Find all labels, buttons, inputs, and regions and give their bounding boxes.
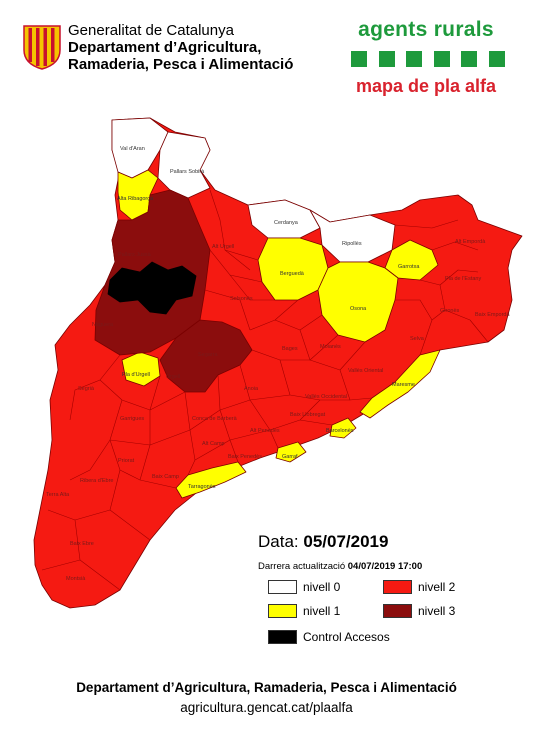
label-baix-ebre: Baix Ebre: [70, 541, 94, 547]
footer-department: Departament d’Agricultura, Ramaderia, Pe…: [76, 680, 457, 695]
label-osona: Osona: [350, 306, 367, 312]
label-baix-emporda: Baix Empordà: [475, 312, 510, 318]
label-baix-penedes: Baix Penedès: [228, 454, 262, 460]
control-accesos-zone: [107, 261, 197, 315]
update-value: 04/07/2019 17:00: [347, 561, 423, 572]
label-val-d-aran: Val d'Aran: [120, 146, 145, 152]
catalonia-map: Val d'Aran Pallars Sobirà Alta Ribagorça…: [33, 117, 523, 609]
legend-label: nivell 1: [303, 604, 341, 618]
update-line: Darrera actualització 04/07/2019 17:00: [258, 561, 518, 572]
label-segarra: Segarra: [198, 352, 219, 358]
region-cerdanya: [247, 199, 321, 239]
brand-square: [378, 51, 395, 67]
date-label: Data:: [258, 532, 299, 551]
brand-subtitle: mapa de pla alfa: [355, 76, 497, 96]
label-pla-de-l-estany: Pla de l'Estany: [445, 276, 481, 282]
legend-item-nivell-2: nivell 2: [383, 580, 455, 594]
region-osona: [317, 261, 399, 343]
label-pla-d-urgell: Pla d'Urgell: [122, 372, 150, 378]
label-garraf: Garraf: [282, 454, 298, 460]
brand-title: agents rurals: [358, 18, 494, 41]
label-moianes: Moianès: [320, 344, 341, 350]
label-segria: Segrià: [78, 386, 95, 392]
label-tarragones: Tarragonès: [188, 484, 216, 490]
date-line: Data: 05/07/2019: [258, 532, 518, 552]
label-ribera-d-ebre: Ribera d'Ebre: [80, 478, 113, 484]
footer: Departament d’Agricultura, Ramaderia, Pe…: [0, 680, 533, 715]
legend-label: nivell 3: [418, 604, 456, 618]
label-solsones: Solsonès: [230, 296, 253, 302]
legend-item-nivell-1: nivell 1: [268, 604, 340, 618]
header: Generalitat de Catalunya Departament d’A…: [0, 0, 533, 110]
label-selva: Selva: [410, 336, 425, 342]
generalitat-text: Generalitat de Catalunya Departament d’A…: [68, 22, 293, 73]
label-alt-camp: Alt Camp: [202, 441, 225, 447]
label-priorat: Priorat: [118, 458, 135, 464]
label-barcelones: Barcelonès: [326, 428, 354, 434]
label-alt-emporda: Alt Empordà: [455, 239, 486, 245]
organization-name: Generalitat de Catalunya: [68, 22, 234, 39]
brand-square: [433, 51, 450, 67]
legend-item-nivell-3: nivell 3: [383, 604, 455, 618]
footer-url: agricultura.gencat.cat/plaalfa: [180, 700, 353, 715]
label-cerdanya: Cerdanya: [274, 220, 299, 226]
label-pallars-jussa: Pallars Jussà: [118, 252, 152, 258]
legend-swatch: [268, 604, 297, 618]
legend-label: Control Accesos: [303, 630, 390, 644]
update-label: Darrera actualització: [258, 561, 346, 572]
legend-swatch: [268, 630, 297, 644]
label-urgell: Urgell: [166, 374, 180, 380]
legend-label: nivell 0: [303, 580, 341, 594]
label-bergueda: Berguedà: [280, 271, 305, 277]
label-maresme: Maresme: [392, 382, 415, 388]
brand-squares: [351, 51, 505, 67]
brand-square: [351, 51, 367, 67]
legend-item-control-accesos: Control Accesos: [268, 630, 390, 644]
label-ripolles: Ripollès: [342, 241, 362, 247]
legend-item-nivell-0: nivell 0: [268, 580, 340, 594]
label-conca-de-barbera: Conca de Barberà: [192, 416, 238, 422]
label-alta-ribagorca: Alta Ribagorça: [117, 196, 154, 202]
label-terra-alta: Terra Alta: [46, 492, 70, 498]
brand-square: [488, 51, 505, 67]
region-ripolles: [309, 209, 396, 263]
label-alt-urgell: Alt Urgell: [212, 244, 234, 250]
region-tarragones: [175, 461, 247, 499]
label-valles-occidental: Vallès Occidental: [305, 394, 347, 400]
label-alt-penedes: Alt Penedès: [250, 428, 280, 434]
label-garrigues: Garrigues: [120, 416, 144, 422]
label-baix-llobregat: Baix Llobregat: [290, 412, 326, 418]
legend-swatch: [383, 604, 412, 618]
region-urgell-segarra: [159, 319, 253, 393]
department-line-1: Departament d’Agricultura,: [68, 39, 262, 56]
generalitat-logo-icon: [23, 25, 61, 70]
region-pallars-sobira: [157, 131, 211, 199]
region-barcelones: [329, 417, 357, 439]
agents-rurals-brand: agents rurals mapa de pla alfa: [341, 18, 511, 97]
label-noguera: Noguera: [92, 322, 114, 328]
info-panel: Data: 05/07/2019 Darrera actualització 0…: [258, 532, 518, 572]
label-pallars-sobira: Pallars Sobirà: [170, 169, 205, 175]
label-anoia: Anoia: [244, 386, 259, 392]
region-garraf: [275, 441, 307, 463]
legend-swatch: [383, 580, 412, 594]
label-montsia: Montsià: [66, 576, 86, 582]
label-bages: Bages: [282, 346, 298, 352]
legend-swatch: [268, 580, 297, 594]
brand-square: [406, 51, 423, 67]
region-maresme: [359, 349, 441, 419]
department-line-2: Ramaderia, Pesca i Alimentació: [68, 56, 294, 73]
label-girones: Gironès: [440, 308, 460, 314]
date-value: 05/07/2019: [303, 532, 389, 551]
region-bergueda: [257, 237, 329, 301]
label-baix-camp: Baix Camp: [152, 474, 179, 480]
label-garrotxa: Garrotxa: [398, 264, 420, 270]
brand-square: [461, 51, 478, 67]
legend-label: nivell 2: [418, 580, 456, 594]
label-valles-oriental: Vallès Oriental: [348, 368, 383, 374]
